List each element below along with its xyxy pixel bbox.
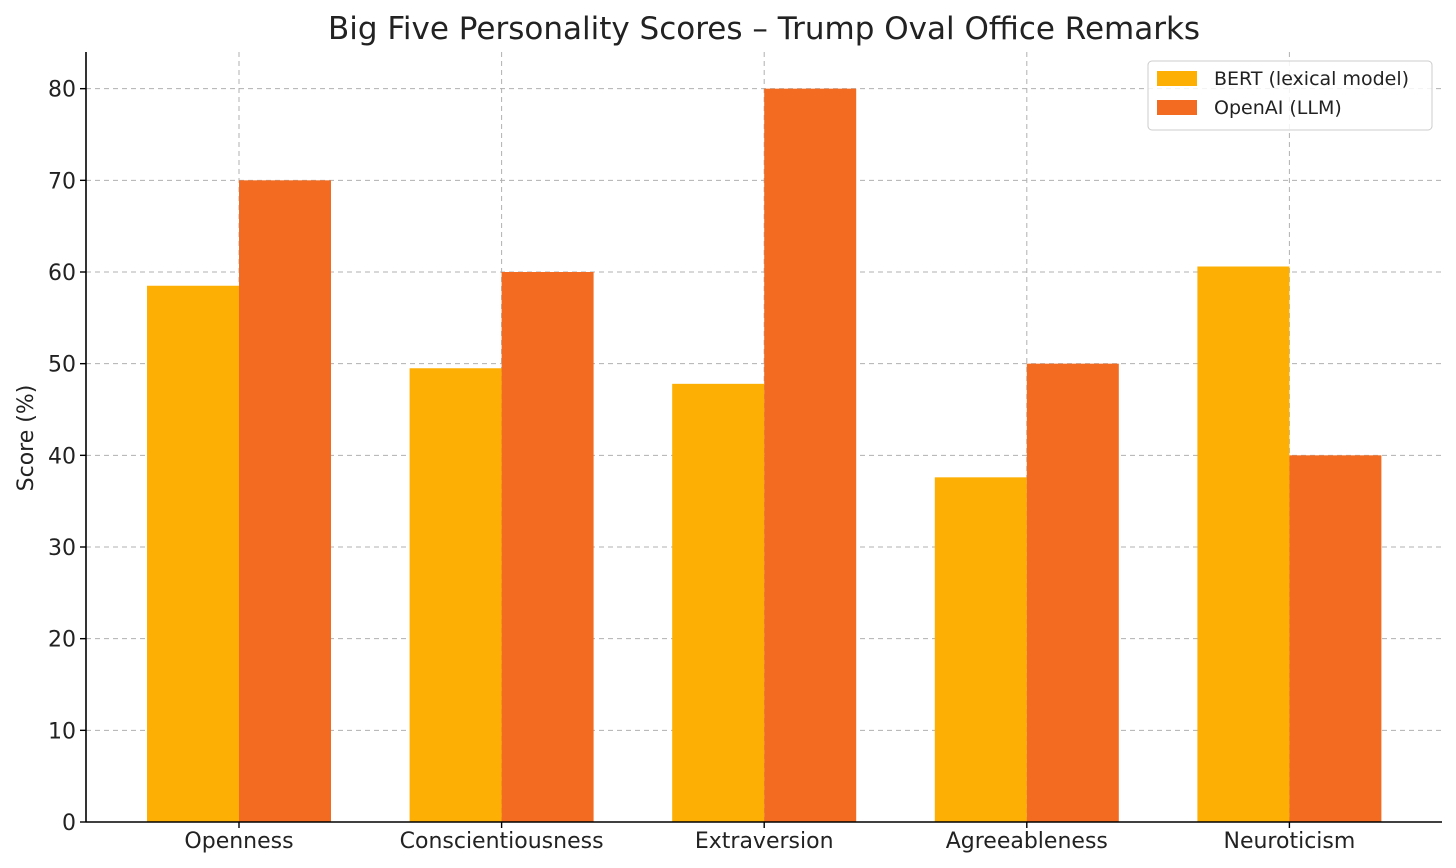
y-tick-label: 20 (48, 628, 76, 653)
bars-layer (147, 88, 1382, 823)
y-tick-label: 70 (48, 169, 76, 194)
bar-bert-conscientiousness (409, 368, 502, 822)
legend: BERT (lexical model) OpenAI (LLM) (1147, 60, 1433, 131)
y-tick-label: 0 (62, 811, 76, 836)
bar-bert-agreeableness (934, 477, 1027, 822)
legend-swatch (1157, 100, 1197, 115)
chart-title: Big Five Personality Scores – Trump Oval… (328, 11, 1200, 47)
y-tick-label: 60 (48, 261, 76, 286)
x-tick-label: Openness (184, 829, 293, 854)
bar-openai-extraversion (764, 88, 857, 822)
y-tick-label: 50 (48, 353, 76, 378)
legend-swatch (1157, 71, 1197, 86)
ticks-layer: 0 10 20 30 40 50 60 70 80 Openness Conscientiousne… (48, 78, 1355, 854)
y-tick-label: 30 (48, 536, 76, 561)
legend-frame (1147, 60, 1433, 131)
y-tick-label: 40 (48, 444, 76, 469)
y-axis-title: Score (%) (14, 385, 39, 492)
bar-bert-neuroticism (1197, 266, 1290, 822)
bar-openai-openness (239, 180, 331, 823)
bar-openai-conscientiousness (501, 272, 594, 822)
bar-bert-openness (147, 285, 239, 822)
legend-label: BERT (lexical model) (1214, 68, 1409, 90)
bar-bert-extraversion (672, 383, 765, 822)
bar-openai-agreeableness (1026, 363, 1119, 822)
x-tick-label: Extraversion (695, 829, 834, 854)
y-tick-label: 80 (48, 78, 76, 103)
y-tick-label: 10 (48, 719, 76, 744)
x-tick-label: Conscientiousness (400, 829, 604, 854)
x-tick-label: Neuroticism (1224, 829, 1356, 854)
bar-openai-neuroticism (1289, 455, 1382, 822)
x-tick-label: Agreeableness (946, 829, 1108, 854)
legend-label: OpenAI (LLM) (1214, 97, 1342, 119)
